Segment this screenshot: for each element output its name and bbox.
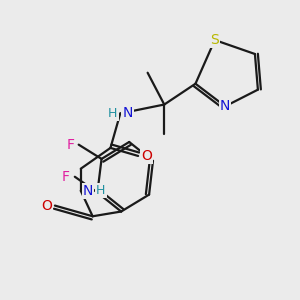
Text: H: H — [108, 107, 118, 120]
Text: O: O — [41, 199, 52, 213]
Text: N: N — [220, 99, 230, 113]
Text: F: F — [62, 170, 70, 184]
Text: N: N — [83, 184, 93, 198]
Text: H: H — [96, 184, 106, 197]
Text: N: N — [122, 106, 133, 120]
Text: S: S — [210, 33, 219, 47]
Text: O: O — [141, 149, 152, 163]
Text: F: F — [66, 138, 74, 152]
